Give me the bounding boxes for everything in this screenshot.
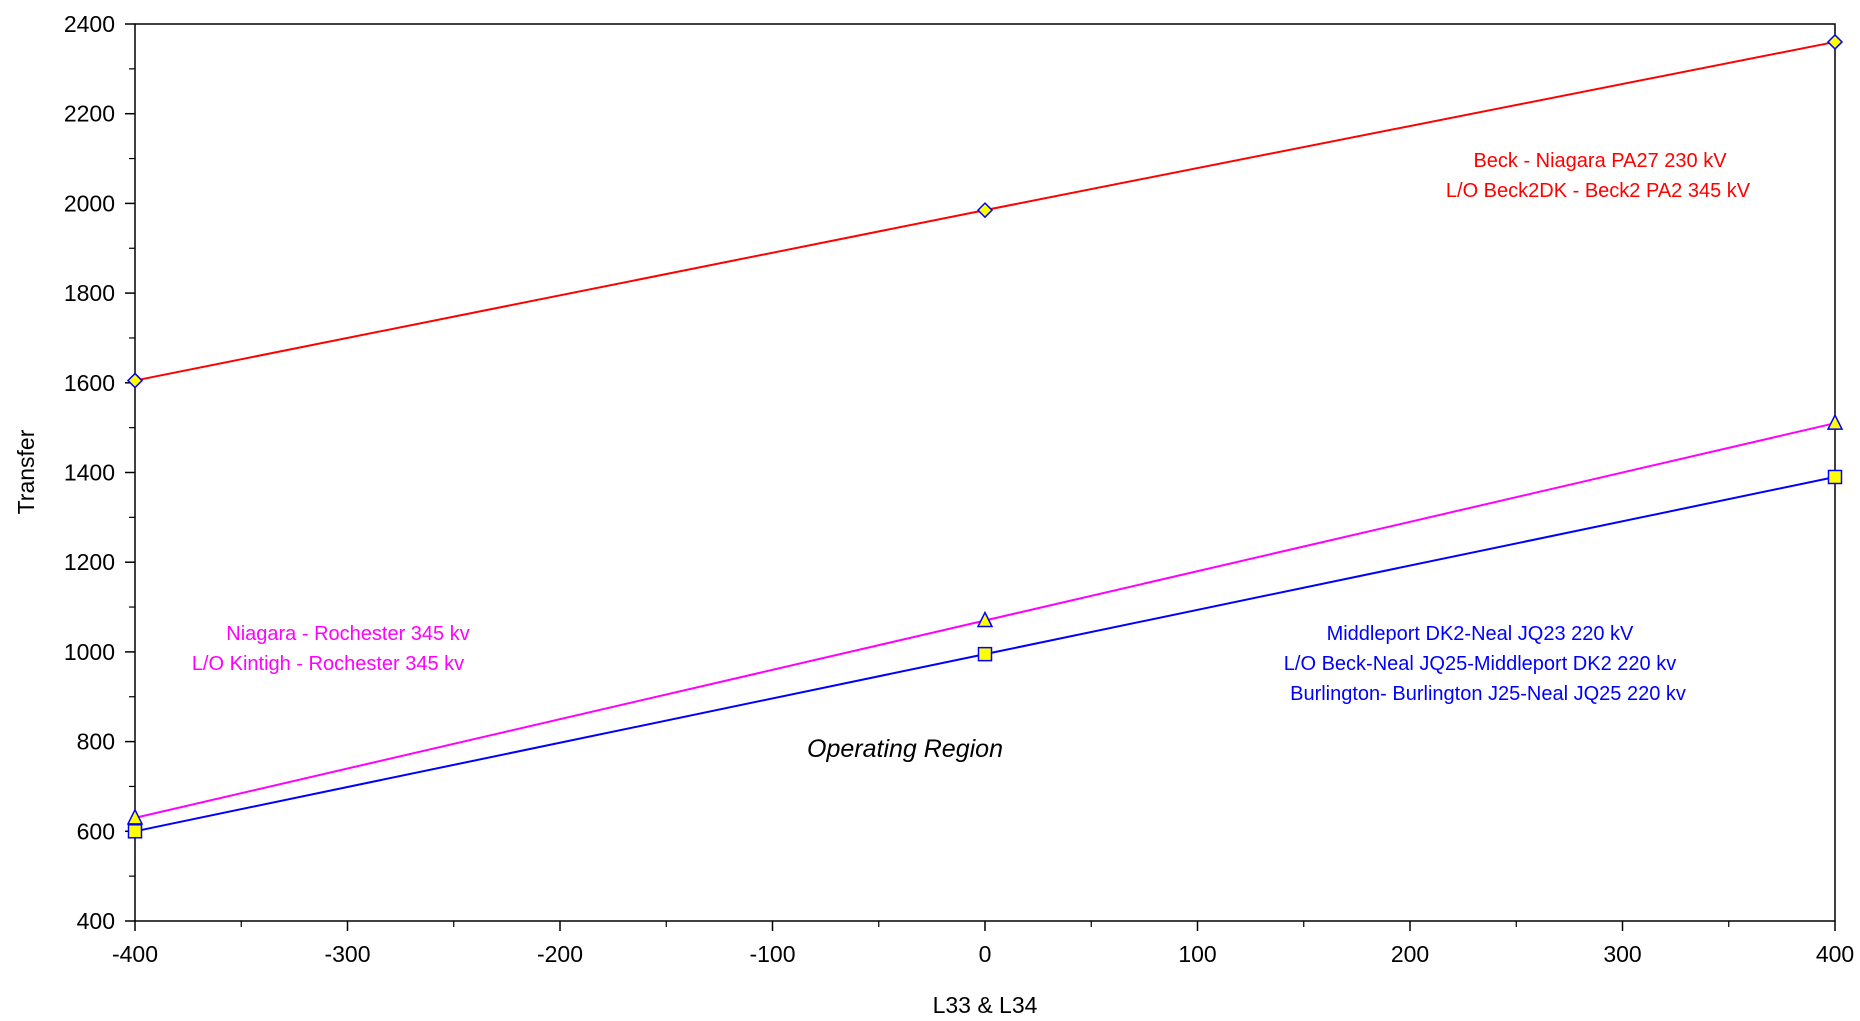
annotation-line: Operating Region [807, 735, 1003, 763]
y-tick-label: 1000 [64, 639, 115, 665]
series-diamond [126, 33, 1844, 389]
y-tick-label: 800 [77, 729, 115, 755]
annotations-layer: Beck - Niagara PA27 230 kV L/O Beck2DK - … [192, 150, 1751, 763]
y-tick-label: 600 [77, 818, 115, 844]
annotation-line: Middleport DK2-Neal JQ23 220 kV [1327, 623, 1634, 645]
data-point-diamond [976, 202, 994, 219]
y-tick-label: 1600 [64, 370, 115, 396]
annotation-line: Beck - Niagara PA27 230 kV [1473, 150, 1727, 172]
series-square [127, 469, 1843, 839]
operating-region-label: Operating Region [807, 735, 1003, 763]
x-tick-label: 0 [979, 941, 992, 967]
x-tick-label: 400 [1816, 941, 1854, 967]
x-tick-label: -200 [537, 941, 583, 967]
y-tick-label: 1400 [64, 460, 115, 486]
y-axis-ticks: 400 600 800 1000 1200 1400 1600 1800 2000 2200 240… [64, 11, 135, 934]
data-point-square [127, 824, 143, 839]
y-tick-label: 1800 [64, 280, 115, 306]
data-point-triangle [126, 808, 144, 825]
limit-annotation: Niagara - Rochester 345 kv L/O Kintigh - … [192, 623, 470, 675]
y-tick-label: 2200 [64, 101, 115, 127]
data-point-triangle [1826, 413, 1844, 430]
y-tick-label: 2400 [64, 11, 115, 37]
series-layer [126, 33, 1844, 839]
y-axis-title: Transfer [13, 429, 39, 514]
x-tick-label: -300 [324, 941, 370, 967]
x-axis-ticks: -400 -300 -200 -100 0 100 200 300 400 [112, 921, 1854, 967]
data-point-square [977, 646, 993, 662]
x-tick-label: -100 [749, 941, 795, 967]
x-tick-label: 200 [1391, 941, 1429, 967]
series-triangle [126, 413, 1844, 825]
annotation-line: L/O Beck2DK - Beck2 PA2 345 kV [1446, 180, 1751, 202]
x-tick-label: -400 [112, 941, 158, 967]
data-point-diamond [126, 372, 144, 389]
data-point-triangle [976, 610, 994, 628]
x-tick-label: 100 [1178, 941, 1216, 967]
annotation-line: Niagara - Rochester 345 kv [226, 623, 469, 645]
annotation-line: L/O Kintigh - Rochester 345 kv [192, 653, 464, 675]
y-tick-label: 2000 [64, 190, 115, 216]
annotation-line: Burlington- Burlington J25-Neal JQ25 220… [1290, 683, 1686, 705]
y-tick-label: 1200 [64, 549, 115, 575]
x-tick-label: 300 [1603, 941, 1641, 967]
y-tick-label: 400 [77, 908, 115, 934]
x-axis-title: L33 & L34 [933, 992, 1038, 1018]
annotation-line: L/O Beck-Neal JQ25-Middleport DK2 220 kv [1284, 653, 1676, 675]
data-point-square [1827, 469, 1843, 485]
limit-annotation: Beck - Niagara PA27 230 kV L/O Beck2DK - … [1446, 150, 1751, 202]
limit-annotation: Middleport DK2-Neal JQ23 220 kV L/O Beck-… [1284, 623, 1686, 705]
data-point-diamond [1826, 33, 1844, 51]
